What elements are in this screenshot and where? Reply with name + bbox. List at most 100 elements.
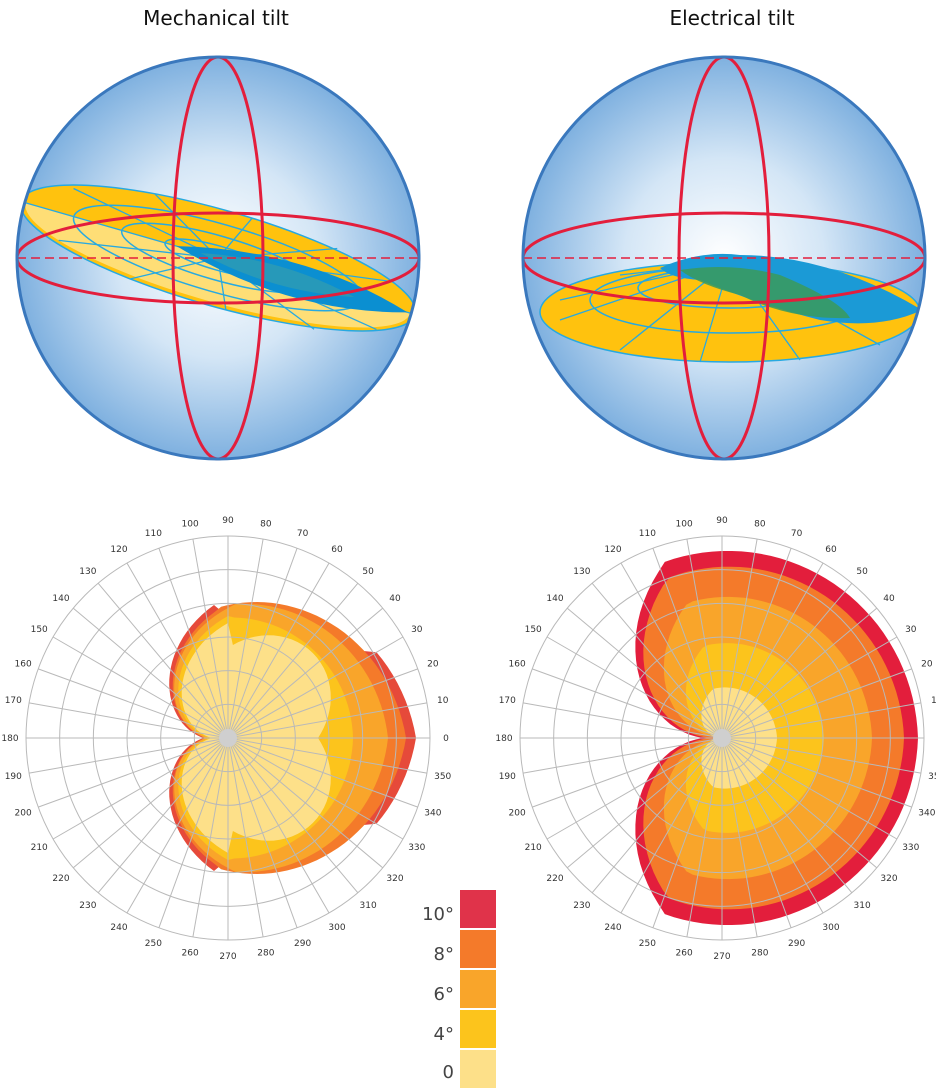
polar-spoke	[227, 737, 404, 840]
polar-angle-label: 320	[880, 874, 897, 884]
polar-angle-label: 90	[222, 516, 234, 526]
polar-angle-label: 80	[260, 519, 272, 529]
polar-angle-label: 100	[182, 519, 199, 529]
polar-spoke	[523, 702, 723, 739]
polar-angle-label: 300	[822, 923, 839, 933]
polar-spoke	[523, 737, 723, 774]
polar-spoke	[721, 607, 878, 739]
polar-angle-label: 190	[499, 772, 516, 782]
polar-angle-label: 250	[639, 939, 656, 949]
polar-spoke	[126, 562, 229, 739]
legend-label-0: 0	[442, 1062, 454, 1083]
polar-hub	[713, 729, 731, 747]
polar-angle-label: 60	[331, 545, 343, 555]
polar-hub	[219, 729, 237, 747]
polar-angle-label: 10	[437, 696, 449, 706]
polar-spoke	[227, 582, 359, 739]
electrical-tilt-sphere	[521, 55, 927, 461]
polar-spoke	[227, 737, 427, 774]
polar-spoke	[227, 548, 298, 739]
polar-angle-label: 310	[360, 901, 377, 911]
polar-spoke	[721, 702, 921, 739]
polar-spoke	[192, 737, 229, 937]
legend-label-8: 8°	[433, 944, 454, 965]
polar-spoke	[158, 548, 229, 739]
polar-spoke	[29, 737, 229, 774]
polar-spoke	[97, 582, 229, 739]
polar-spoke	[546, 737, 723, 840]
polar-angle-label: 320	[386, 874, 403, 884]
polar-angle-label: 210	[525, 843, 542, 853]
polar-spoke	[566, 607, 723, 739]
polar-angle-label: 200	[15, 809, 32, 819]
polar-spoke	[591, 737, 723, 894]
polar-spoke	[192, 539, 229, 739]
polar-spoke	[227, 636, 404, 739]
polar-angle-label: 180	[1, 734, 18, 744]
polar-angle-label: 230	[79, 901, 96, 911]
polar-spoke	[227, 737, 264, 937]
polar-spoke	[227, 668, 418, 739]
polar-angle-label: 340	[918, 809, 935, 819]
polar-angle-label: 20	[427, 659, 439, 669]
polar-spoke	[126, 737, 229, 914]
polar-angle-label: 330	[408, 843, 425, 853]
polar-angle-label: 230	[573, 901, 590, 911]
legend-label-6: 6°	[433, 984, 454, 1005]
polar-angle-label: 100	[676, 519, 693, 529]
polar-spoke	[227, 607, 384, 739]
polar-spoke	[721, 539, 758, 739]
mechanical-tilt-title: Mechanical tilt	[143, 6, 289, 30]
polar-angle-label: 350	[434, 772, 451, 782]
sphere-left-outline	[15, 55, 421, 461]
legend-label-4: 4°	[433, 1024, 454, 1045]
polar-angle-label: 270	[219, 952, 236, 962]
polar-angle-label: 40	[883, 594, 895, 604]
polar-spoke	[721, 636, 898, 739]
polar-angle-label: 10	[931, 696, 936, 706]
polar-angle-label: 300	[328, 923, 345, 933]
polar-angle-label: 120	[110, 545, 127, 555]
electrical-tilt-polar-plot: 0102030405060708090100110120130140150160…	[495, 516, 936, 962]
polar-angle-label: 290	[294, 939, 311, 949]
polar-spoke	[227, 737, 330, 914]
mechanical-tilt-sphere	[15, 55, 421, 461]
polar-spoke	[721, 737, 824, 914]
polar-angle-label: 30	[411, 625, 423, 635]
polar-spoke	[52, 636, 229, 739]
polar-angle-label: 140	[546, 594, 563, 604]
polar-spoke	[721, 737, 921, 774]
polar-spoke	[227, 737, 418, 808]
polar-spoke	[686, 539, 723, 739]
polar-spoke	[158, 737, 229, 928]
polar-spoke	[721, 737, 898, 840]
polar-spoke	[652, 737, 723, 928]
legend-swatch-4	[460, 1010, 496, 1048]
polar-spoke	[721, 668, 912, 739]
electrical-tilt-title: Electrical tilt	[669, 6, 795, 30]
polar-angle-label: 220	[546, 874, 563, 884]
legend-label-10: 10°	[422, 904, 454, 925]
legend-swatch-8	[460, 930, 496, 968]
polar-spoke	[721, 737, 912, 808]
polar-angle-label: 140	[52, 594, 69, 604]
polar-angle-label: 150	[31, 625, 48, 635]
polar-angle-label: 350	[928, 772, 936, 782]
sphere-right-outline	[521, 55, 927, 461]
polar-spoke	[652, 548, 723, 739]
polar-spoke	[721, 737, 758, 937]
legend-swatch-6	[460, 970, 496, 1008]
polar-spoke	[52, 737, 229, 840]
polar-spoke	[721, 737, 878, 869]
legend-swatch-10	[460, 890, 496, 928]
polar-angle-label: 190	[5, 772, 22, 782]
polar-spoke	[532, 668, 723, 739]
polar-spoke	[227, 737, 384, 869]
polar-angle-label: 70	[297, 529, 309, 539]
polar-spoke	[38, 668, 229, 739]
polar-angle-label: 20	[921, 659, 933, 669]
polar-spoke	[29, 702, 229, 739]
polar-spoke	[721, 737, 853, 894]
polar-spoke	[546, 636, 723, 739]
